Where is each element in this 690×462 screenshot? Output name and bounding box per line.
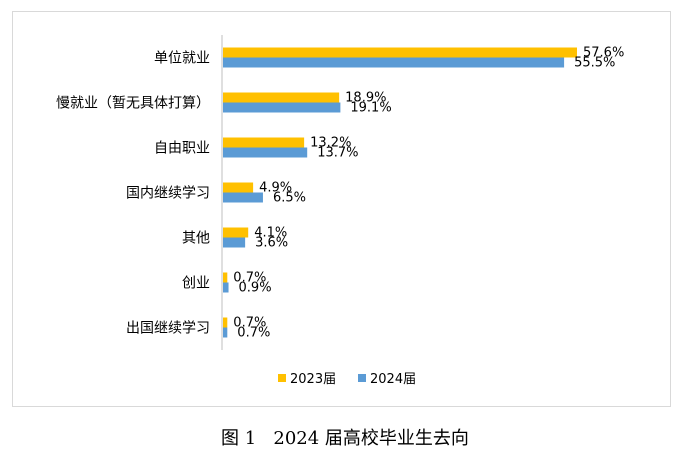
bar-2024 xyxy=(223,282,229,293)
figure-caption: 图 1 2024 届高校毕业生去向 xyxy=(0,424,690,450)
bar-2024 xyxy=(223,57,565,68)
data-label: 13.7% xyxy=(317,146,358,161)
data-label: 0.7% xyxy=(233,316,266,331)
category-label: 慢就业（暂无具体打算） xyxy=(56,95,210,112)
bar-2023 xyxy=(223,317,228,328)
bar-2023 xyxy=(223,47,577,58)
data-label: 4.9% xyxy=(259,181,292,196)
bar-2024 xyxy=(223,192,263,203)
figure-number: 图 1 xyxy=(221,428,257,449)
legend-label-2023: 2023届 xyxy=(290,372,336,387)
data-label: 3.6% xyxy=(255,236,288,251)
figure-title: 2024 届高校毕业生去向 xyxy=(273,428,469,449)
legend-swatch-2023 xyxy=(278,374,286,382)
data-label: 55.5% xyxy=(574,56,615,71)
bar-chart: 单位就业 57.6%55.5% 慢就业（暂无具体打算） 18.9%19.1% 自由职业 1… xyxy=(56,35,624,387)
data-label: 19.1% xyxy=(350,101,391,116)
legend-label-2024: 2024届 xyxy=(370,372,416,387)
data-label: 6.5% xyxy=(273,191,306,206)
bar-2024 xyxy=(223,102,341,113)
data-label: 57.6% xyxy=(583,46,624,61)
bar-2023 xyxy=(223,182,254,193)
bar-2024 xyxy=(223,327,228,338)
bar-2023 xyxy=(223,227,249,238)
data-label: 0.7% xyxy=(233,271,266,286)
data-label: 18.9% xyxy=(345,91,386,106)
category-label: 其他 xyxy=(182,231,210,247)
data-label: 13.2% xyxy=(310,136,351,151)
category-label: 单位就业 xyxy=(154,51,210,67)
data-label: 4.1% xyxy=(254,226,287,241)
data-label: 0.9% xyxy=(239,281,272,296)
data-label: 0.7% xyxy=(237,326,270,341)
chart-frame: 单位就业 57.6% 55.5% 慢就业（暂无具体打算） 18.9% 19.1% 自由职业 1… xyxy=(12,11,671,407)
bar-2023 xyxy=(223,92,340,103)
category-label: 自由职业 xyxy=(154,141,210,157)
category-label: 创业 xyxy=(182,276,210,292)
category-label: 出国继续学习 xyxy=(126,320,210,337)
bar-2024 xyxy=(223,237,246,248)
legend-swatch-2024 xyxy=(358,374,366,382)
category-label: 国内继续学习 xyxy=(126,185,210,202)
bar-2023 xyxy=(223,137,305,148)
bar-2024 xyxy=(223,147,308,158)
bar-2023 xyxy=(223,272,228,283)
